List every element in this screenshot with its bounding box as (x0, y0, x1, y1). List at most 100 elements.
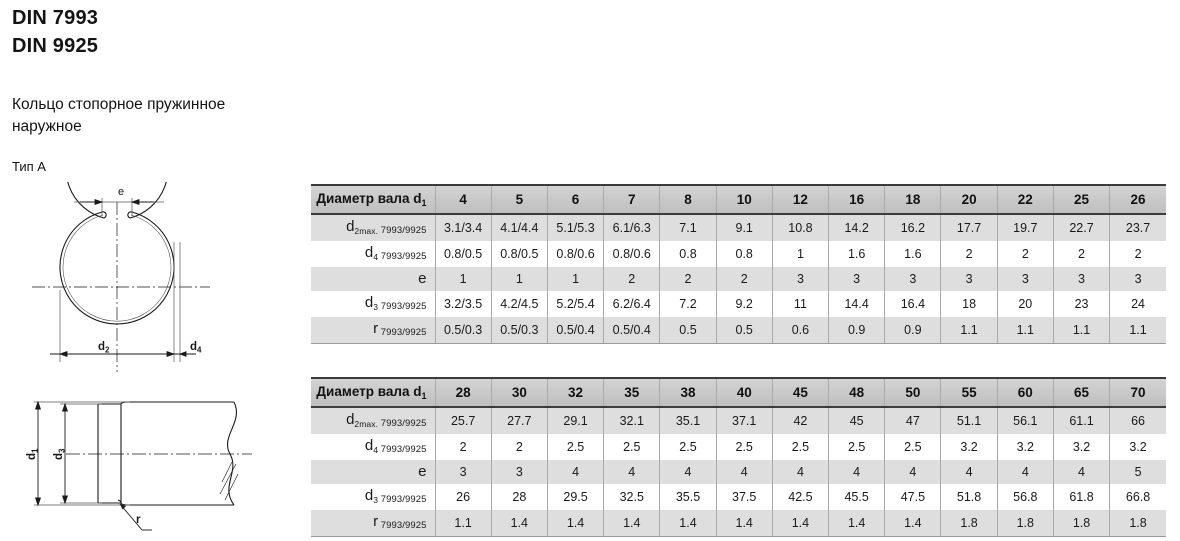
header-cell-size: 5 (490, 184, 548, 215)
data-cell: 0.8/0.5 (490, 241, 548, 267)
data-cell: 4 (715, 460, 773, 484)
data-cell: 0.8 (659, 241, 717, 267)
data-cell: 4 (884, 460, 942, 484)
table-row: r 7993/9925 1.1 1.4 1.4 1.4 1.4 1.4 1.4 … (311, 510, 1166, 537)
data-cell: 35.5 (659, 484, 717, 510)
data-cell: 2 (434, 434, 492, 460)
header-cell-size: 65 (1052, 377, 1111, 408)
data-cell: 0.8/0.5 (434, 241, 492, 267)
data-cell: 3 (828, 267, 886, 291)
standard-din-9925: DIN 9925 (12, 35, 99, 57)
table-row: d4 7993/9925 2 2 2.5 2.5 2.5 2.5 2.5 2.5… (311, 434, 1166, 460)
row-label-d3: d3 7993/9925 (311, 291, 436, 317)
data-cell: 0.6 (771, 317, 830, 344)
data-cell: 2.5 (603, 434, 661, 460)
data-cell: 1.1 (434, 510, 492, 537)
data-cell: 1.8 (940, 510, 998, 537)
data-cell: 14.2 (828, 214, 886, 241)
data-cell: 23 (1052, 291, 1111, 317)
data-cell: 4 (1052, 460, 1111, 484)
product-name-line-1: Кольцо стопорное пружинное (12, 96, 226, 113)
data-cell: 3.2 (940, 434, 998, 460)
data-cell: 23.7 (1109, 214, 1166, 241)
data-cell: 4 (659, 460, 717, 484)
data-cell: 4 (996, 460, 1054, 484)
data-cell: 3.2 (1109, 434, 1166, 460)
data-cell: 4 (828, 460, 886, 484)
data-cell: 14.4 (828, 291, 886, 317)
data-cell: 56.8 (996, 484, 1054, 510)
spec-table-large-diameters: Диаметр вала d1 28 30 32 35 38 40 45 48 … (311, 377, 1166, 537)
table-row: d2max. 7993/9925 3.1/3.4 4.1/4.4 5.1/5.3… (311, 214, 1166, 241)
data-cell: 7.1 (659, 214, 717, 241)
data-cell: 61.1 (1052, 407, 1111, 434)
data-cell: 47 (884, 407, 942, 434)
row-label-d3: d3 7993/9925 (311, 484, 436, 510)
data-cell: 0.5/0.3 (434, 317, 492, 344)
header-cell-size: 25 (1052, 184, 1111, 215)
header-cell-size: 16 (828, 184, 886, 215)
data-cell: 20 (996, 291, 1054, 317)
dim-label-d1: d1 (26, 448, 40, 460)
data-cell: 29.5 (546, 484, 605, 510)
data-cell: 32.5 (603, 484, 661, 510)
table-row: r 7993/9925 0.5/0.3 0.5/0.3 0.5/0.4 0.5/… (311, 317, 1166, 344)
table-header-row: Диаметр вала d1 4 5 6 7 8 10 12 16 18 20… (311, 184, 1166, 215)
header-cell-size: 18 (884, 184, 942, 215)
dim-label-r: r (136, 514, 141, 526)
header-cell-size: 38 (659, 377, 717, 408)
data-cell: 27.7 (490, 407, 548, 434)
data-cell: 29.1 (546, 407, 605, 434)
data-cell: 0.5/0.4 (603, 317, 661, 344)
table-row: d3 7993/9925 26 28 29.5 32.5 35.5 37.5 4… (311, 484, 1166, 510)
title-block: DIN 7993 DIN 9925 Кольцо стопорное пружи… (12, 4, 302, 176)
table-row: d4 7993/9925 0.8/0.5 0.8/0.5 0.8/0.6 0.8… (311, 241, 1166, 267)
product-name: Кольцо стопорное пружинное наружное (12, 94, 302, 138)
data-cell: 2.5 (884, 434, 942, 460)
data-cell: 1.4 (659, 510, 717, 537)
data-cell: 66.8 (1109, 484, 1166, 510)
data-cell: 25.7 (434, 407, 492, 434)
standard-din-7993: DIN 7993 (12, 7, 99, 29)
data-cell: 4.2/4.5 (490, 291, 548, 317)
data-cell: 2 (996, 241, 1054, 267)
data-cell: 3.2 (1052, 434, 1111, 460)
data-cell: 1.1 (996, 317, 1054, 344)
data-cell: 45 (828, 407, 886, 434)
data-cell: 37.1 (715, 407, 773, 434)
data-cell: 51.1 (940, 407, 998, 434)
data-cell: 0.5/0.4 (546, 317, 605, 344)
header-cell-size: 7 (603, 184, 661, 215)
data-cell: 3 (1052, 267, 1111, 291)
data-cell: 2.5 (659, 434, 717, 460)
header-cell-size: 30 (490, 377, 548, 408)
data-cell: 3 (940, 267, 998, 291)
data-cell: 0.8/0.6 (603, 241, 661, 267)
header-cell-size: 20 (940, 184, 998, 215)
data-cell: 4.1/4.4 (490, 214, 548, 241)
data-cell: 28 (490, 484, 548, 510)
data-cell: 0.8/0.6 (546, 241, 605, 267)
dim-label-e: e (118, 186, 124, 198)
header-cell-size: 70 (1109, 377, 1166, 408)
table-header-row: Диаметр вала d1 28 30 32 35 38 40 45 48 … (311, 377, 1166, 408)
data-cell: 0.5 (659, 317, 717, 344)
data-cell: 10.8 (771, 214, 830, 241)
table-row: e 3 3 4 4 4 4 4 4 4 4 4 4 5 (311, 460, 1166, 484)
data-cell: 1.4 (546, 510, 605, 537)
data-cell: 4 (603, 460, 661, 484)
data-cell: 2 (715, 267, 773, 291)
data-cell: 2.5 (715, 434, 773, 460)
data-cell: 2.5 (771, 434, 830, 460)
data-cell: 1.4 (828, 510, 886, 537)
data-cell: 47.5 (884, 484, 942, 510)
data-cell: 5.1/5.3 (546, 214, 605, 241)
row-label-e: e (311, 460, 436, 484)
data-cell: 0.5/0.3 (490, 317, 548, 344)
data-cell: 7.2 (659, 291, 717, 317)
data-cell: 1 (490, 267, 548, 291)
dim-label-d2: d2 (98, 341, 110, 355)
data-cell: 61.8 (1052, 484, 1111, 510)
row-label-d4: d4 7993/9925 (311, 241, 436, 267)
data-cell: 16.4 (884, 291, 942, 317)
